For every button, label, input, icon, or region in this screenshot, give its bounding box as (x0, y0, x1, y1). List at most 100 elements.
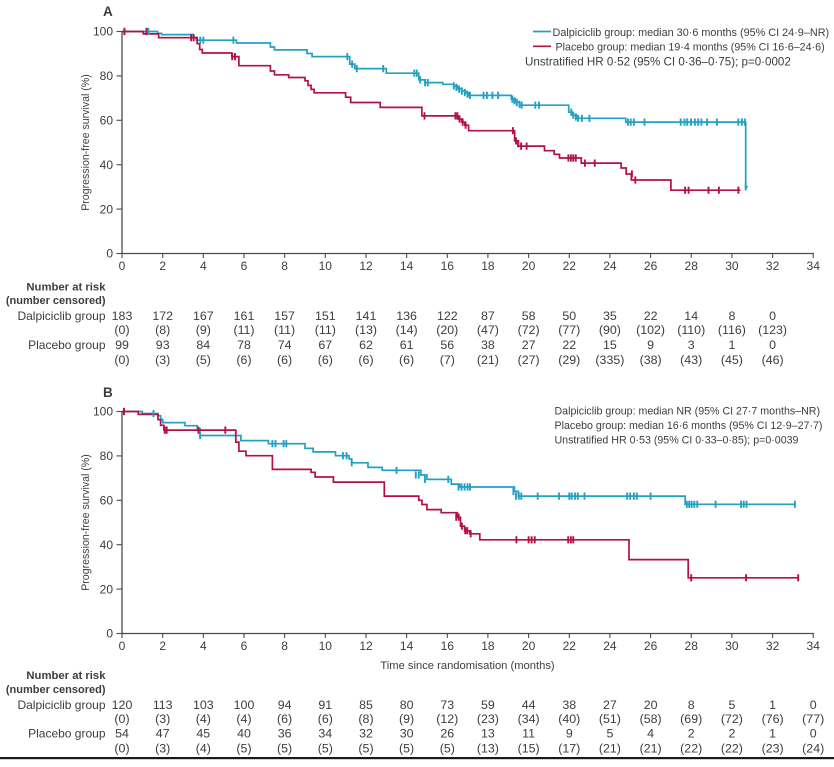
svg-text:100: 100 (93, 25, 113, 39)
svg-text:27: 27 (522, 338, 536, 352)
svg-text:36: 36 (278, 727, 292, 741)
svg-text:34: 34 (807, 259, 821, 273)
svg-text:(21): (21) (477, 353, 499, 367)
svg-text:(29): (29) (558, 353, 580, 367)
svg-text:56: 56 (440, 338, 454, 352)
svg-text:(90): (90) (599, 323, 621, 337)
svg-text:38: 38 (481, 338, 495, 352)
svg-text:(6): (6) (318, 712, 333, 726)
svg-text:93: 93 (156, 338, 170, 352)
svg-text:54: 54 (115, 727, 129, 741)
svg-text:(5): (5) (196, 353, 211, 367)
svg-text:141: 141 (356, 309, 377, 323)
svg-text:30: 30 (725, 259, 739, 273)
svg-text:(12): (12) (436, 712, 458, 726)
svg-text:3: 3 (688, 338, 695, 352)
svg-text:103: 103 (193, 698, 214, 712)
svg-text:8: 8 (728, 309, 735, 323)
svg-text:8: 8 (281, 259, 288, 273)
svg-text:(6): (6) (399, 353, 414, 367)
svg-text:113: 113 (153, 698, 173, 712)
svg-text:10: 10 (319, 259, 333, 273)
svg-text:16: 16 (441, 639, 455, 653)
svg-text:14: 14 (400, 639, 414, 653)
svg-text:(14): (14) (396, 323, 418, 337)
svg-text:(40): (40) (558, 712, 580, 726)
svg-text:1: 1 (769, 698, 776, 712)
svg-text:28: 28 (685, 259, 699, 273)
svg-text:(43): (43) (680, 353, 702, 367)
svg-text:(17): (17) (558, 741, 580, 755)
svg-text:18: 18 (481, 259, 495, 273)
svg-text:136: 136 (396, 309, 417, 323)
svg-text:59: 59 (481, 698, 495, 712)
svg-text:Dalpiciclib group: median NR (: Dalpiciclib group: median NR (95% CI 27·… (555, 405, 821, 417)
svg-text:(77): (77) (802, 712, 824, 726)
svg-text:Progression-free survival (%): Progression-free survival (%) (80, 74, 92, 211)
svg-text:9: 9 (566, 727, 573, 741)
svg-text:(11): (11) (233, 323, 254, 337)
svg-text:15: 15 (603, 338, 617, 352)
svg-text:60: 60 (100, 494, 114, 508)
svg-text:(3): (3) (155, 353, 170, 367)
svg-text:(27): (27) (518, 353, 540, 367)
svg-text:(number censored): (number censored) (6, 295, 106, 307)
svg-text:5: 5 (728, 698, 735, 712)
svg-text:(47): (47) (477, 323, 499, 337)
svg-text:(34): (34) (518, 712, 540, 726)
svg-text:(8): (8) (358, 712, 373, 726)
svg-text:Unstratified HR 0·52 (95% CI 0: Unstratified HR 0·52 (95% CI 0·36–0·75);… (525, 55, 791, 68)
svg-text:(5): (5) (236, 741, 251, 755)
svg-text:20: 20 (522, 639, 536, 653)
svg-text:2: 2 (159, 639, 166, 653)
svg-text:40: 40 (100, 158, 114, 172)
svg-text:30: 30 (400, 727, 414, 741)
svg-text:1: 1 (769, 727, 776, 741)
svg-text:(38): (38) (640, 353, 662, 367)
svg-text:(24): (24) (802, 741, 824, 755)
svg-text:28: 28 (685, 639, 699, 653)
svg-text:(13): (13) (477, 741, 499, 755)
svg-text:80: 80 (100, 69, 114, 83)
svg-text:(11): (11) (315, 323, 336, 337)
svg-text:(8): (8) (155, 323, 170, 337)
svg-text:(110): (110) (677, 323, 705, 337)
svg-text:20: 20 (100, 582, 114, 596)
svg-text:(4): (4) (196, 741, 211, 755)
svg-text:(20): (20) (436, 323, 458, 337)
svg-text:27: 27 (603, 698, 617, 712)
svg-text:Number at risk: Number at risk (26, 282, 106, 294)
svg-text:87: 87 (481, 309, 495, 323)
svg-text:B: B (103, 385, 113, 400)
svg-text:(72): (72) (518, 323, 540, 337)
svg-text:(21): (21) (640, 741, 662, 755)
svg-text:12: 12 (359, 639, 373, 653)
svg-text:(23): (23) (762, 741, 784, 755)
svg-text:Unstratified HR 0·53 (95% CI 0: Unstratified HR 0·53 (95% CI 0·33–0·85);… (555, 434, 799, 446)
svg-text:91: 91 (318, 698, 332, 712)
svg-text:16: 16 (441, 259, 455, 273)
svg-text:22: 22 (563, 639, 577, 653)
svg-text:100: 100 (234, 698, 255, 712)
svg-text:(5): (5) (318, 741, 333, 755)
svg-text:(77): (77) (558, 323, 580, 337)
svg-text:73: 73 (440, 698, 454, 712)
svg-text:(0): (0) (114, 353, 129, 367)
svg-text:22: 22 (563, 259, 577, 273)
svg-text:40: 40 (100, 538, 114, 552)
svg-text:99: 99 (115, 338, 129, 352)
svg-text:45: 45 (196, 727, 210, 741)
svg-text:0: 0 (106, 247, 113, 261)
svg-text:(13): (13) (355, 323, 377, 337)
svg-text:(22): (22) (721, 741, 743, 755)
svg-text:4: 4 (647, 727, 654, 741)
svg-text:85: 85 (359, 698, 373, 712)
svg-text:2: 2 (688, 727, 695, 741)
svg-text:12: 12 (359, 259, 373, 273)
svg-text:6: 6 (241, 639, 248, 653)
svg-text:24: 24 (603, 259, 617, 273)
svg-text:Progression-free survival (%): Progression-free survival (%) (80, 454, 92, 591)
svg-text:2: 2 (159, 259, 166, 273)
svg-text:Placebo group: Placebo group (28, 338, 106, 352)
svg-text:(4): (4) (236, 712, 251, 726)
